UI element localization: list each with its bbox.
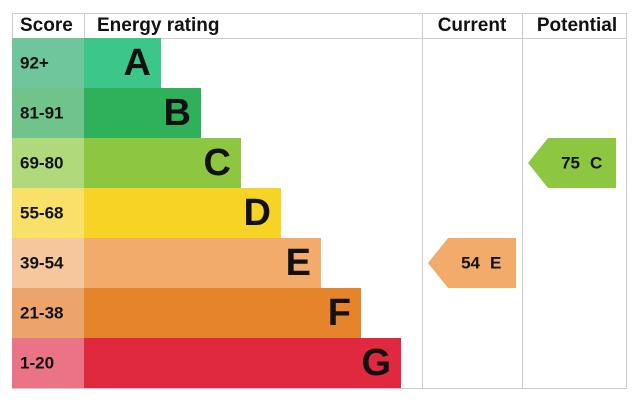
score-label: 21-38 — [20, 303, 63, 322]
rating-letter: B — [164, 92, 191, 134]
current-arrow-rating: E — [490, 253, 501, 272]
score-label: 39-54 — [20, 253, 64, 272]
current-arrow — [428, 238, 516, 288]
score-cell — [12, 238, 84, 288]
score-cell — [12, 338, 84, 388]
current-arrow-value: 54 — [461, 253, 480, 272]
rating-letter: G — [361, 342, 391, 384]
header-potential: Potential — [537, 15, 617, 36]
potential-arrow — [528, 138, 616, 188]
score-label: 81-91 — [20, 103, 63, 122]
rating-letter: A — [124, 42, 151, 84]
score-cell — [12, 188, 84, 238]
rating-bar — [84, 238, 321, 288]
header-score: Score — [20, 15, 73, 36]
score-cell — [12, 288, 84, 338]
rating-bar — [84, 38, 161, 88]
header-energy-rating: Energy rating — [97, 15, 219, 36]
rating-bar — [84, 288, 361, 338]
rating-bar — [84, 138, 241, 188]
rating-bar — [84, 88, 201, 138]
score-label: 69-80 — [20, 153, 63, 172]
score-label: 55-68 — [20, 203, 63, 222]
score-label: 92+ — [20, 53, 49, 72]
potential-arrow-value: 75 — [561, 153, 580, 172]
rating-letter: C — [204, 142, 231, 184]
score-cell — [12, 138, 84, 188]
rating-letter: D — [244, 192, 271, 234]
score-label: 1-20 — [20, 353, 54, 372]
header-current: Current — [438, 15, 507, 36]
score-cell — [12, 88, 84, 138]
rating-bar — [84, 188, 281, 238]
rating-bar — [84, 338, 401, 388]
potential-arrow-rating: C — [590, 153, 602, 172]
rating-letter: F — [328, 292, 351, 334]
rating-letter: E — [286, 242, 311, 284]
score-cell — [12, 38, 84, 88]
